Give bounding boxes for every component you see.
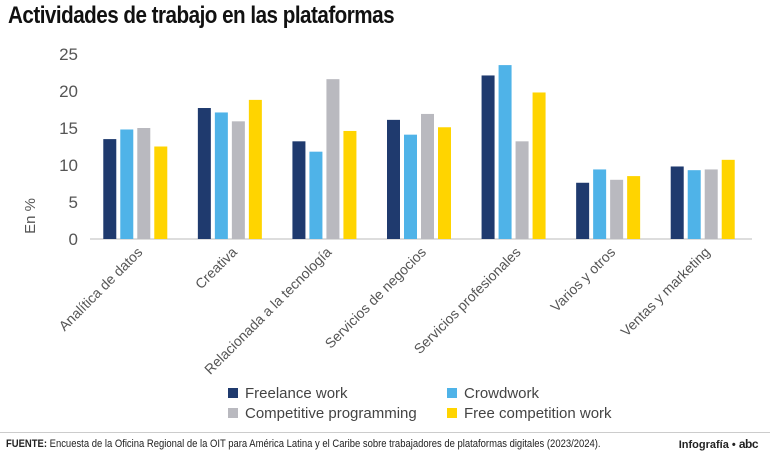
bar-3-5 — [515, 141, 529, 239]
legend-entry: Crowdwork — [464, 385, 540, 402]
bar-2-6 — [593, 169, 607, 239]
source-text: Encuesta de la Oficina Regional de la OI… — [49, 438, 601, 450]
bar-1-6 — [576, 182, 590, 239]
credit: Infografía • abc — [678, 437, 759, 451]
bar-2-1 — [120, 129, 134, 239]
x-tick-label: Analítica de datos — [55, 244, 145, 334]
bar-3-6 — [610, 179, 624, 239]
bar-chart: 0 5 10 15 20 25 En % Analítica de datos Creativa… — [22, 45, 752, 422]
bar-1-1 — [103, 139, 117, 239]
bar-4-7 — [721, 159, 735, 239]
bar-3-1 — [137, 128, 151, 239]
bar-1-4 — [387, 119, 400, 239]
bar-2-2 — [214, 112, 228, 239]
chart-title: Actividades de trabajo en las plataforma… — [8, 2, 395, 29]
x-tick-label: Ventas y marketing — [617, 244, 713, 340]
bar-2-4 — [404, 134, 417, 239]
bar-4-2 — [248, 99, 262, 239]
bar-1-5 — [481, 75, 495, 240]
bar-3-7 — [704, 169, 718, 239]
y-tick-label: 25 — [59, 45, 78, 64]
source-note: FUENTE: Encuesta de la Oficina Regional … — [6, 438, 601, 450]
y-tick-label: 0 — [69, 230, 78, 249]
footer: FUENTE: Encuesta de la Oficina Regional … — [0, 432, 770, 454]
y-tick-label: 10 — [59, 156, 78, 175]
bar-4-4 — [438, 127, 451, 239]
x-tick-label: Servicios de negocios — [322, 244, 430, 352]
bar-2-5 — [498, 65, 512, 239]
publisher-logo: abc — [738, 437, 759, 451]
legend-swatch — [447, 388, 457, 398]
bar-3-3 — [326, 79, 340, 239]
legend-swatch — [447, 408, 457, 418]
credit-text: Infografía • — [678, 439, 736, 451]
x-tick-label: Servicios profesionales — [411, 244, 524, 357]
legend-swatch — [228, 388, 238, 398]
x-tick-label: Creativa — [192, 244, 240, 292]
bar-4-6 — [627, 176, 641, 239]
legend-entry: Freelance work — [245, 385, 348, 402]
bar-4-3 — [343, 130, 357, 239]
bar-2-3 — [309, 151, 323, 239]
bar-1-7 — [670, 166, 684, 239]
legend-swatch — [228, 408, 238, 418]
bar-2-7 — [687, 170, 701, 239]
y-tick-label: 5 — [69, 193, 78, 212]
y-tick-label: 20 — [59, 82, 78, 101]
bar-1-2 — [197, 108, 211, 240]
bar-4-5 — [532, 92, 546, 239]
bar-3-2 — [231, 121, 245, 239]
x-tick-label: Varios y otros — [547, 244, 618, 315]
legend-entry: Competitive programming — [245, 405, 417, 422]
y-axis-label: En % — [22, 198, 39, 234]
bar-4-1 — [154, 146, 168, 239]
bar-1-3 — [292, 141, 306, 239]
source-label: FUENTE: — [6, 438, 47, 450]
legend-entry: Free competition work — [464, 405, 612, 422]
y-tick-label: 15 — [59, 119, 78, 138]
bar-3-4 — [421, 113, 434, 239]
